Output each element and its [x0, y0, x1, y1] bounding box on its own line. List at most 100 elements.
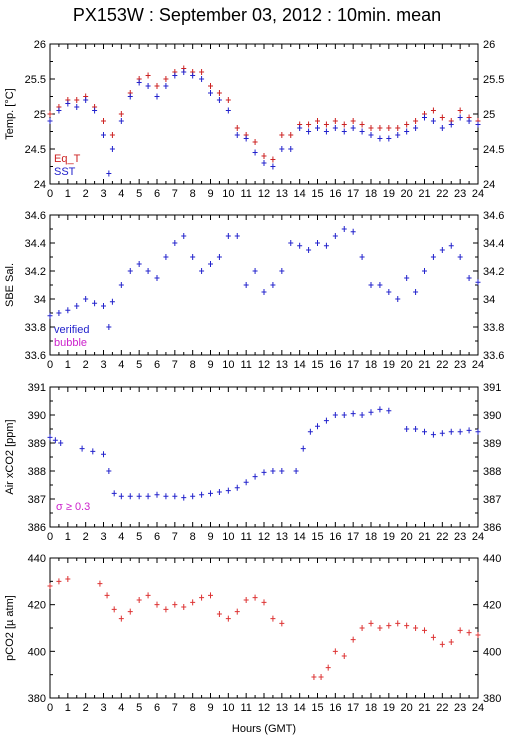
y-tick-label: 34: [34, 294, 46, 306]
data-point: [136, 597, 142, 603]
y-tick-label-right: 380: [483, 693, 501, 705]
data-point: [350, 118, 356, 124]
x-tick-label: 4: [118, 531, 124, 543]
y-tick-label: 33.6: [25, 350, 46, 362]
data-point: [297, 242, 303, 249]
data-point: [74, 97, 80, 103]
x-tick-label: 10: [222, 702, 234, 714]
x-tick-label: 2: [83, 702, 89, 714]
data-point: [341, 121, 347, 128]
data-point: [311, 674, 317, 680]
x-tick-label: 7: [172, 702, 178, 714]
data-point: [350, 228, 356, 235]
y-tick-label: 391: [28, 382, 46, 394]
data-point: [190, 72, 196, 79]
data-point: [395, 620, 401, 627]
legend-entry: bubble: [54, 337, 87, 349]
data-point: [136, 79, 142, 86]
data-point: [172, 601, 178, 608]
data-point: [475, 428, 481, 435]
data-point: [111, 490, 117, 497]
data-point: [65, 307, 71, 314]
data-point: [368, 125, 374, 131]
y-tick-label-right: 34.6: [483, 210, 504, 222]
x-tick-label: 16: [329, 359, 341, 371]
x-tick-label: 16: [329, 531, 341, 543]
data-point: [315, 125, 320, 131]
data-point: [225, 487, 231, 494]
data-point: [300, 445, 306, 452]
data-point: [74, 104, 80, 110]
y-tick-label: 34.6: [25, 210, 46, 222]
data-point: [359, 625, 365, 631]
data-point: [430, 634, 436, 641]
data-point: [279, 146, 285, 152]
x-tick-label: 13: [276, 531, 288, 543]
data-point: [261, 599, 267, 606]
data-point: [190, 254, 196, 260]
data-point: [439, 114, 445, 121]
data-point: [243, 135, 249, 142]
x-tick-label: 7: [172, 359, 178, 371]
x-tick-label: 20: [401, 702, 413, 714]
x-tick-label: 23: [454, 702, 466, 714]
data-point: [52, 437, 58, 444]
data-point: [306, 121, 312, 128]
x-tick-label: 6: [154, 359, 160, 371]
data-point: [270, 282, 276, 288]
data-point: [315, 240, 320, 246]
data-point: [118, 118, 124, 124]
x-tick-label: 2: [83, 188, 89, 200]
x-tick-label: 2: [83, 359, 89, 371]
data-point: [118, 615, 124, 622]
data-point: [208, 592, 213, 599]
y-tick-label-right: 34: [483, 294, 495, 306]
x-tick-label: 3: [100, 188, 106, 200]
x-tick-label: 12: [258, 531, 270, 543]
data-point: [181, 69, 187, 75]
y-tick-label: 390: [28, 410, 46, 422]
x-tick-label: 15: [311, 359, 323, 371]
data-point: [261, 469, 267, 476]
x-tick-label: 5: [136, 359, 142, 371]
data-point: [47, 434, 53, 441]
x-tick-label: 7: [172, 188, 178, 200]
data-point: [448, 242, 454, 249]
x-tick-label: 16: [329, 188, 341, 200]
data-point: [208, 83, 213, 89]
data-point: [65, 576, 71, 582]
x-tick-label: 0: [47, 531, 53, 543]
x-tick-label: 22: [436, 188, 448, 200]
data-point: [359, 254, 365, 260]
data-point: [439, 430, 445, 437]
x-tick-label: 18: [365, 188, 377, 200]
y-tick-label: 380: [28, 693, 46, 705]
y-tick-label-right: 34.2: [483, 266, 504, 278]
data-point: [439, 247, 445, 253]
y-tick-label-right: 33.6: [483, 350, 504, 362]
data-point: [225, 97, 231, 103]
x-tick-label: 11: [240, 188, 251, 200]
x-tick-label: 19: [383, 702, 395, 714]
x-tick-label: 14: [294, 531, 306, 543]
data-point: [422, 114, 427, 121]
data-point: [225, 107, 231, 114]
x-tick-label: 12: [258, 359, 270, 371]
data-point: [475, 632, 481, 638]
x-tick-label: 9: [207, 531, 213, 543]
x-tick-label: 2: [83, 531, 89, 543]
y-tick-label-right: 24.5: [483, 144, 504, 156]
data-point: [332, 648, 338, 655]
y-tick-label: 33.8: [25, 322, 46, 334]
data-point: [56, 578, 62, 585]
x-tick-label: 1: [65, 531, 71, 543]
x-tick-label: 22: [436, 531, 448, 543]
x-tick-label: 5: [136, 702, 142, 714]
y-tick-label: 440: [28, 553, 46, 565]
data-point: [109, 298, 115, 305]
x-tick-label: 11: [240, 702, 251, 714]
data-point: [307, 428, 313, 435]
x-tick-label: 15: [311, 531, 323, 543]
x-tick-label: 6: [154, 531, 160, 543]
data-point: [270, 468, 276, 474]
